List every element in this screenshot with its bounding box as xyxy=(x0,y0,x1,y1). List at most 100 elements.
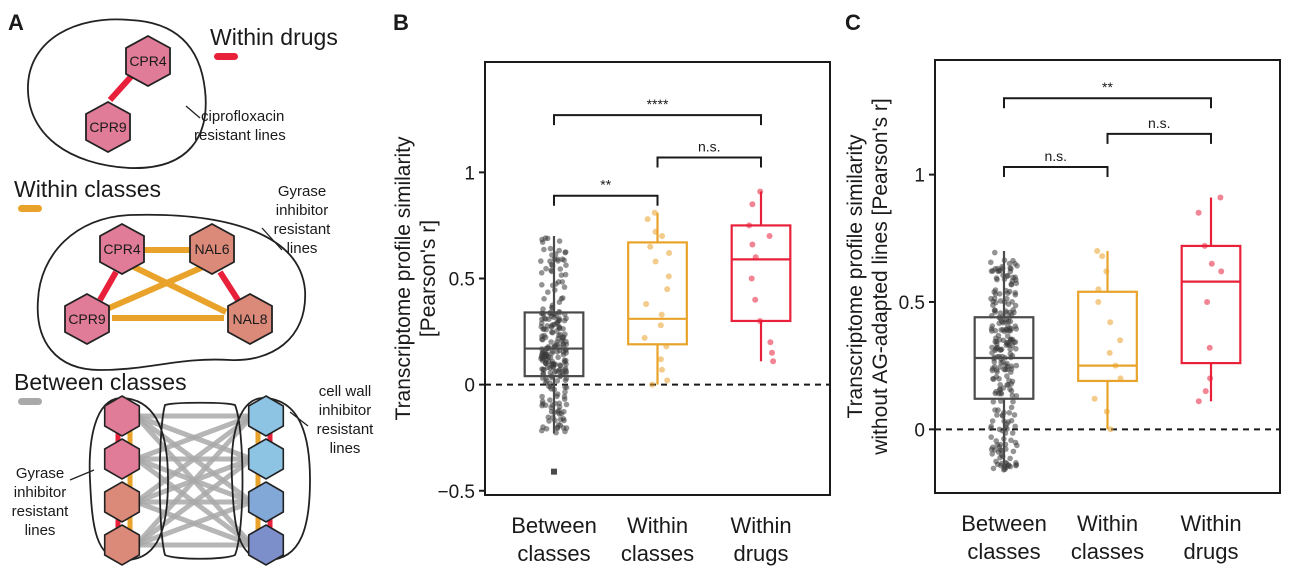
chart-c-between-point-165 xyxy=(989,451,995,457)
hexagon-label-nal8: NAL8 xyxy=(232,311,267,327)
chart-b-between-point-149 xyxy=(539,398,546,405)
chart-b-sig-bracket-1 xyxy=(656,156,762,168)
chart-c-within-classes-point-1 xyxy=(1099,253,1106,260)
hexagon-cpr4 xyxy=(125,34,171,88)
chart-c-ylabel-line-0: Transcriptome profile similarity xyxy=(844,134,867,418)
chart-c-between-point-144 xyxy=(1013,280,1020,287)
chart-c-between-point-116 xyxy=(1012,339,1019,345)
between-left-hexagon-1 xyxy=(103,438,141,480)
chart-c-between-point-9 xyxy=(1013,362,1020,369)
between-edge-1-0 xyxy=(135,413,253,462)
chart-b-between-point-218 xyxy=(554,391,561,397)
chart-c-between-point-130 xyxy=(1007,455,1013,462)
chart-c-between-point-216 xyxy=(1003,326,1009,333)
chart-c-between-point-33 xyxy=(996,291,1003,297)
chart-b-between-point-221 xyxy=(544,323,550,329)
chart-c-between-point-206 xyxy=(992,309,998,315)
chart-b-between-point-196 xyxy=(539,337,546,343)
chart-c-within-classes-point-0 xyxy=(1094,248,1101,254)
within-classes-note-line1: Gyrase xyxy=(278,183,326,200)
chart-c-category-label-1-0: Within xyxy=(1077,511,1138,536)
chart-c-between-point-96 xyxy=(993,345,1000,352)
chart-c-between-point-185 xyxy=(1007,346,1013,353)
chart-b-within-classes-point-0 xyxy=(651,209,658,216)
chart-b-between-point-77 xyxy=(561,284,568,290)
chart-c-between-point-226 xyxy=(1005,462,1012,469)
chart-c-ytick-label-0: 0 xyxy=(914,420,925,441)
chart-c-between-point-171 xyxy=(997,382,1003,388)
within-drugs-schematic: CPR4 CPR9 Within drugs ciprofloxacin res… xyxy=(27,18,338,169)
chart-c-category-label-1-1: classes xyxy=(1071,539,1144,564)
chart-c-between-point-172 xyxy=(990,302,996,309)
chart-c-between-point-157 xyxy=(1007,318,1014,325)
chart-c-sig-label-1: n.s. xyxy=(1148,115,1171,131)
chart-c-between-point-99 xyxy=(994,368,1000,375)
between-left-hexagon-2 xyxy=(103,481,141,523)
chart-c-within-drugs-point-0 xyxy=(1217,194,1224,201)
chart-c-between-point-224 xyxy=(997,267,1003,274)
hexagon-cpr4-class xyxy=(99,222,145,276)
chart-c-between-point-199 xyxy=(993,275,1000,281)
chart-c-between-point-213 xyxy=(991,359,998,365)
chart-b-ytick-label-0: −0.5 xyxy=(437,482,475,503)
chart-b-within-classes-point-17 xyxy=(649,381,656,388)
chart-c-between-point-158 xyxy=(1013,462,1020,468)
chart-b-ylabel-line-1: [Pearson's r] xyxy=(417,220,440,337)
chart-c-between-point-24 xyxy=(1004,295,1010,302)
chart-b-within-drugs-point-9 xyxy=(767,339,774,346)
chart-c-between-point-198 xyxy=(989,323,996,329)
chart-c-between-point-114 xyxy=(988,259,994,266)
chart-c-between-point-237 xyxy=(992,390,999,397)
chart-c-category-label-2-0: Within xyxy=(1180,511,1241,536)
chart-b-between-point-238 xyxy=(563,425,570,431)
chart-b-between-point-66 xyxy=(538,270,545,276)
chart-b-between-point-219 xyxy=(550,322,556,328)
between-right-hexagon-2 xyxy=(247,481,285,523)
chart-b-within-drugs-point-11 xyxy=(770,358,777,365)
chart-b-ytick-label-3: 1 xyxy=(464,163,475,184)
chart-c-between-point-107 xyxy=(992,291,999,297)
chart-c-box-1 xyxy=(1077,290,1138,383)
chart-c-between-point-145 xyxy=(988,425,994,432)
chart-c-between-point-204 xyxy=(1005,272,1011,279)
chart-b-between-point-205 xyxy=(538,323,545,330)
chart-c-between-point-69 xyxy=(1011,412,1018,418)
chart-b-between-point-152 xyxy=(561,393,568,400)
panel-b: B −0.5 0 0.5 1 Transcriptome profile similar… xyxy=(392,10,831,566)
chart-b-within-classes-point-14 xyxy=(657,356,664,363)
between-left-note-line4: lines xyxy=(25,522,56,539)
between-right-note-line4: lines xyxy=(330,440,361,457)
chart-b-between-point-195 xyxy=(563,262,569,269)
chart-b-between-point-229 xyxy=(563,368,570,375)
chart-b-between-point-141 xyxy=(543,265,549,272)
between-right-note-line3: resistant xyxy=(317,421,375,438)
chart-b-ylabel-line-0: Transcriptome profile similarity xyxy=(392,136,415,420)
chart-c-between-point-7 xyxy=(988,434,994,440)
chart-b-between-point-236 xyxy=(542,402,549,409)
within-drugs-note-line2: resistant lines xyxy=(194,127,286,144)
chart-b-sig-label-0: **** xyxy=(647,96,669,112)
chart-b-between-point-49 xyxy=(547,245,554,252)
chart-c-between-point-46 xyxy=(1008,404,1015,411)
chart-c-between-point-228 xyxy=(993,335,999,342)
chart-b-within-drugs-point-4 xyxy=(749,241,756,248)
hexagon-label-nal6: NAL6 xyxy=(194,241,229,257)
chart-b-within-drugs-point-7 xyxy=(752,296,759,303)
chart-c-within-drugs-point-1 xyxy=(1195,209,1202,216)
between-right-pointer xyxy=(289,411,309,427)
hexagon-label-cpr4: CPR4 xyxy=(129,53,167,69)
chart-c-within-classes-point-4 xyxy=(1095,299,1102,305)
chart-c-within-drugs-point-4 xyxy=(1218,268,1225,275)
chart-b-between-point-120 xyxy=(549,329,555,336)
chart-b-between-point-202 xyxy=(546,316,552,323)
chart-c-between-point-168 xyxy=(1010,398,1016,405)
chart-c-between-point-231 xyxy=(1008,311,1015,318)
chart-c-between-point-47 xyxy=(1010,448,1017,455)
chart-c-between-point-117 xyxy=(1004,341,1011,348)
chart-c-within-classes-point-10 xyxy=(1091,395,1098,402)
chart-b-between-point-206 xyxy=(552,369,558,375)
chart-c-between-point-209 xyxy=(1014,263,1020,269)
chart-c-between-point-152 xyxy=(989,268,996,274)
between-left-pointer xyxy=(69,469,95,481)
